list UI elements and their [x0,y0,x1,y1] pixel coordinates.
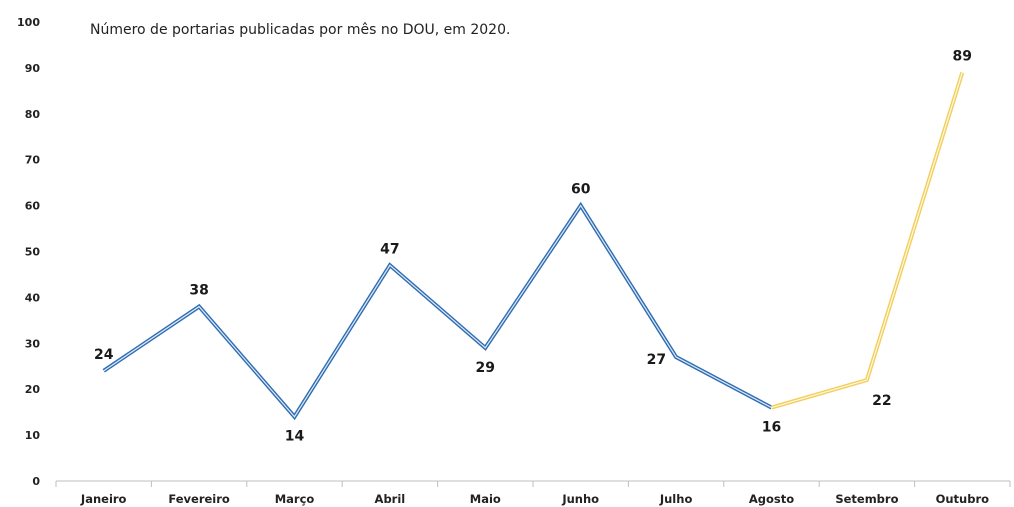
x-tick-label: Abril [375,492,406,506]
x-tick-label: Janeiro [80,492,127,506]
data-label: 22 [872,393,891,409]
data-label: 16 [762,420,781,436]
x-tick-label: Maio [470,492,501,506]
series-line [102,201,773,421]
chart-title: Número de portarias publicadas por mês n… [90,22,510,38]
y-axis: 0 10 20 30 40 50 60 70 80 90 100 [17,16,40,488]
y-tick-label: 20 [25,383,41,396]
y-tick-label: 30 [25,337,41,350]
series-line [770,71,965,410]
y-tick-label: 60 [25,200,41,213]
data-label: 27 [647,352,666,368]
x-axis: Janeiro Fevereiro Março Abril Maio Junho Julho… [55,480,1011,506]
y-tick-label: 100 [17,16,40,29]
x-tick-label: Setembro [835,492,898,506]
data-label: 60 [571,182,591,198]
series-segment-2 [770,71,965,410]
data-label: 24 [94,347,114,363]
data-label: 38 [189,283,208,299]
y-tick-label: 90 [25,62,41,75]
y-tick-label: 40 [25,291,41,304]
x-tick-label: Março [275,492,315,506]
x-tick-label: Junho [561,492,599,506]
x-tick-label: Julho [659,492,693,506]
y-tick-label: 10 [25,429,41,442]
y-tick-label: 0 [32,475,40,488]
series-line-core [771,72,963,409]
data-label: 89 [953,48,972,64]
x-tick-label: Agosto [749,492,794,506]
series-lines [102,71,965,421]
series-segment-1 [102,201,773,421]
y-tick-label: 70 [25,154,41,167]
series-line-core [103,204,772,418]
data-label: 14 [285,429,305,445]
x-tick-label: Fevereiro [168,492,230,506]
x-tick-label: Outubro [936,492,990,506]
y-tick-label: 50 [25,246,41,259]
data-label: 29 [476,360,495,376]
data-labels: 24 38 14 47 29 60 27 16 22 89 [94,48,972,444]
data-label: 47 [380,241,399,257]
y-tick-label: 80 [25,108,41,121]
